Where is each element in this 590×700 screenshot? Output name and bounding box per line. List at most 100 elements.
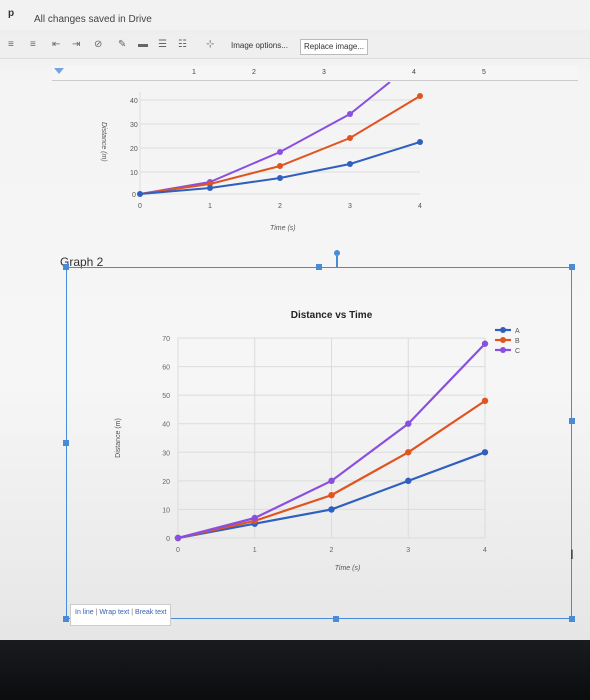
y-axis-label: Distance (m) (115, 418, 122, 458)
graph1-point (277, 149, 283, 155)
resize-handle-top-right[interactable] (569, 264, 575, 270)
legend-label: A (515, 328, 520, 335)
graph1-x-tick: 2 (278, 203, 282, 210)
chart-title: Distance vs Time (291, 310, 373, 321)
graph1-point (347, 161, 353, 167)
y-tick-label: 0 (166, 536, 170, 543)
option-separator: | (131, 609, 135, 616)
x-axis-label: Time (s) (335, 565, 361, 572)
clear-format-icon[interactable]: ⊘ (94, 39, 103, 50)
save-status: All changes saved in Drive (34, 14, 152, 25)
ruler-tick: 5 (482, 69, 486, 76)
graph1-x-tick: 0 (138, 203, 142, 210)
series-b-point (405, 449, 412, 456)
legend-marker (500, 327, 506, 333)
resize-handle-top-left[interactable] (63, 264, 69, 270)
border-dash-icon[interactable]: ☷ (178, 39, 187, 50)
ruler-tick: 2 (252, 69, 256, 76)
rotate-handle[interactable] (334, 250, 340, 256)
graph1-point (277, 175, 283, 181)
option-separator: | (95, 609, 100, 616)
bulleted-list-icon[interactable]: ≡ (8, 39, 14, 50)
x-tick-label: 0 (176, 547, 180, 554)
resize-handle-right[interactable] (569, 418, 575, 424)
graph1-y-tick: 30 (130, 122, 138, 129)
border-weight-icon[interactable]: ☰ (158, 39, 167, 50)
x-tick-label: 2 (330, 547, 334, 554)
decrease-indent-icon[interactable]: ⇤ (52, 39, 61, 50)
series-c-point (328, 477, 335, 485)
y-tick-label: 50 (162, 393, 170, 400)
in-line-option[interactable]: In line (75, 609, 94, 616)
series-c-point (405, 420, 412, 427)
graph1-x-label: Time (s) (270, 225, 296, 232)
graph1-y-tick: 40 (130, 98, 138, 105)
ruler-tick: 4 (412, 69, 416, 76)
graph1-point (277, 163, 283, 169)
break-text-option[interactable]: Break text (134, 609, 167, 616)
ruler-tick: 3 (322, 69, 326, 76)
y-tick-label: 20 (162, 479, 170, 486)
y-tick-label: 70 (162, 336, 170, 343)
resize-handle-bottom[interactable] (333, 616, 339, 622)
ruler[interactable]: 1 2 3 4 5 (52, 66, 578, 81)
series-c-point (481, 340, 489, 347)
image-selection-box[interactable] (63, 264, 575, 622)
wrap-text-option[interactable]: Wrap text (99, 609, 130, 616)
graph1-point (347, 111, 353, 117)
series-b-point (328, 491, 335, 499)
legend-marker (500, 337, 506, 343)
title-bar: p All changes saved in Drive (0, 0, 590, 30)
indent-marker[interactable] (54, 68, 64, 74)
resize-handle-bottom-left[interactable] (63, 616, 69, 622)
graph1-point (207, 185, 213, 191)
resize-handle-bottom-right[interactable] (569, 616, 575, 622)
series-c-point (174, 534, 182, 542)
graph1-x-tick: 1 (208, 203, 212, 210)
distance-vs-time-chart: 0 10 20 30 40 50 60 70 0 1 2 3 4 Distance vs Time Time… (115, 310, 520, 572)
text-cursor-icon: I (570, 546, 574, 562)
image-options-button[interactable]: Image options... (231, 41, 288, 50)
y-tick-label: 10 (162, 507, 170, 514)
series-a-point (481, 449, 489, 456)
x-tick-label: 3 (406, 547, 410, 554)
desk-area (0, 640, 590, 700)
app-menu-letter[interactable]: p (8, 8, 15, 19)
graph1-y-label: Distance (m) (100, 122, 107, 162)
resize-handle-top[interactable] (316, 264, 322, 270)
graph1-y-tick: 0 (132, 192, 136, 199)
image-wrap-options: In line | Wrap text | Break text (70, 604, 172, 626)
series-c-point (251, 514, 258, 522)
graph1-x-tick: 3 (348, 203, 352, 210)
series-a-point (405, 477, 412, 485)
x-tick-label: 4 (483, 547, 487, 554)
graph1-x-tick: 4 (418, 203, 422, 210)
series-a-point (328, 506, 335, 513)
y-tick-label: 40 (162, 422, 170, 429)
pen-icon[interactable]: ✎ (118, 39, 127, 50)
y-tick-label: 30 (162, 450, 170, 457)
rotate-handle-stem (336, 256, 338, 268)
graph1-y-tick: 10 (130, 170, 138, 177)
graph1-y-tick: 20 (130, 146, 138, 153)
numbered-list-icon[interactable]: ≡ (30, 39, 36, 50)
graph1-point (417, 139, 423, 145)
graph1-chart: 40 30 20 10 0 0 1 2 3 4 Time (s) Distanc… (100, 82, 423, 232)
resize-handle-left[interactable] (63, 440, 69, 446)
graph1-point (137, 191, 143, 197)
graph1-point (417, 93, 423, 99)
x-tick-label: 1 (253, 547, 257, 554)
legend-label: C (515, 348, 520, 355)
screen: p All changes saved in Drive ≡ ≡ ⇤ ⇥ ⊘ ✎… (0, 0, 590, 640)
toolbar: ≡ ≡ ⇤ ⇥ ⊘ ✎ ▬ ☰ ☷ ⊹ Image options... Rep… (0, 34, 590, 59)
crop-icon[interactable]: ⊹ (206, 39, 215, 50)
legend-marker (500, 347, 506, 353)
series-b-point (481, 397, 489, 405)
ruler-tick: 1 (192, 69, 196, 76)
replace-image-button[interactable]: Replace image... (300, 39, 369, 55)
increase-indent-icon[interactable]: ⇥ (72, 39, 81, 50)
legend-label: B (515, 338, 520, 345)
border-color-icon[interactable]: ▬ (138, 39, 148, 50)
graph2-caption: Graph 2 (60, 255, 104, 269)
graph1-point (347, 135, 353, 141)
